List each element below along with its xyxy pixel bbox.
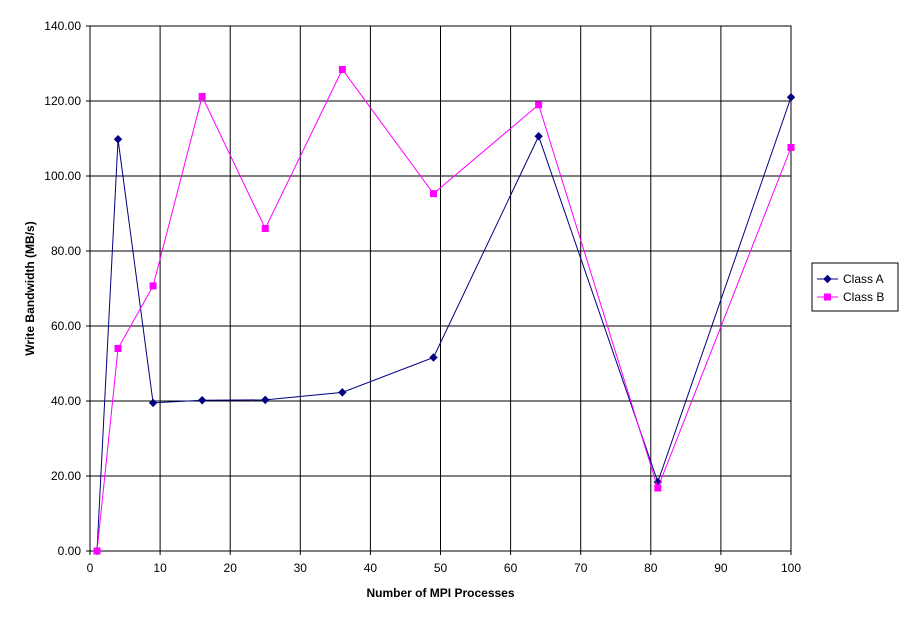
x-axis-title: Number of MPI Processes <box>366 586 514 600</box>
data-point <box>197 396 207 405</box>
x-tick-label: 80 <box>644 561 658 575</box>
data-point <box>338 388 347 397</box>
y-tick-label: 100.00 <box>44 169 81 183</box>
series-line <box>96 97 792 552</box>
legend-box <box>811 262 899 312</box>
data-point <box>261 225 269 232</box>
y-axis-ticks: 0.00 20.00 40.00 60.00 80.00 100.00 120.00 140.… <box>44 19 90 558</box>
data-point <box>261 395 270 405</box>
x-tick-label: 70 <box>574 561 588 575</box>
data-point <box>149 282 157 290</box>
x-tick-label: 20 <box>224 561 238 575</box>
legend-label: Class B <box>843 290 884 304</box>
data-point <box>429 353 438 362</box>
y-axis-title: Write Bandwidth (MB/s) <box>23 221 37 355</box>
data-point <box>148 398 158 408</box>
y-tick-label: 0.00 <box>58 544 82 558</box>
legend-item: Class B <box>817 290 884 304</box>
x-tick-label: 90 <box>714 561 728 575</box>
legend: Class A Class B <box>811 262 899 312</box>
data-point <box>93 547 101 555</box>
y-tick-label: 60.00 <box>51 319 81 333</box>
series-line <box>96 68 792 552</box>
data-point <box>114 345 122 352</box>
y-tick-label: 40.00 <box>51 394 81 408</box>
x-axis-ticks: 0 10 20 30 40 50 60 70 80 90 100 <box>87 551 801 575</box>
x-tick-label: 40 <box>364 561 378 575</box>
data-point <box>654 484 662 492</box>
data-point <box>198 93 206 100</box>
y-tick-label: 80.00 <box>51 244 81 258</box>
data-point <box>535 101 543 109</box>
x-tick-label: 0 <box>87 561 94 575</box>
series-class-a <box>92 93 796 556</box>
legend-item: Class A <box>817 272 884 286</box>
y-tick-label: 140.00 <box>44 19 81 33</box>
x-tick-label: 100 <box>781 561 801 575</box>
legend-marker <box>824 293 831 301</box>
y-tick-label: 20.00 <box>51 469 81 483</box>
x-tick-label: 50 <box>434 561 448 575</box>
data-point <box>534 132 543 141</box>
x-tick-label: 60 <box>504 561 518 575</box>
data-point <box>113 135 123 144</box>
y-tick-label: 120.00 <box>44 94 81 108</box>
legend-label: Class A <box>843 272 884 286</box>
grid <box>89 25 792 552</box>
series-layer <box>92 66 796 556</box>
legend-marker <box>823 274 832 284</box>
data-point <box>429 190 437 198</box>
data-point <box>338 66 346 73</box>
data-point <box>786 93 796 102</box>
series-class-b <box>93 66 795 555</box>
data-point <box>787 144 795 151</box>
x-tick-label: 30 <box>294 561 308 575</box>
x-tick-label: 10 <box>153 561 167 575</box>
